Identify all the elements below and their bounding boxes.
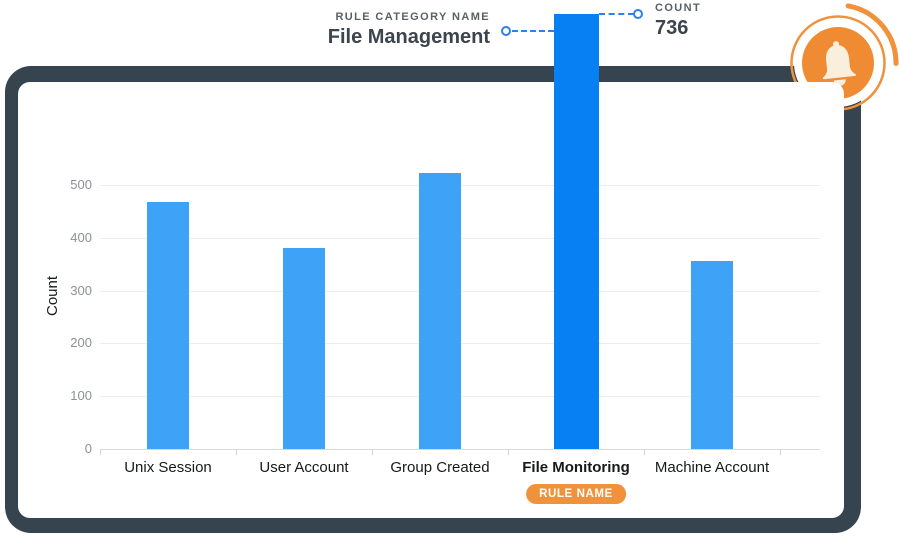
swoosh-arc: [845, 3, 899, 66]
x-label-file-monitoring: File Monitoring: [522, 459, 630, 476]
count-callout-value: 736: [655, 17, 689, 39]
y-tick-label-100: 100: [70, 388, 92, 404]
count-callout-label: COUNT: [655, 2, 702, 14]
x-axis-tick: [236, 450, 237, 455]
x-label-machine-account: Machine Account: [654, 459, 770, 476]
callout-connector-right: [598, 13, 634, 15]
callout-connector-left: [512, 30, 554, 32]
callout-dot-right: [633, 9, 643, 19]
x-label-group-created: Group Created: [390, 459, 490, 476]
category-callout-label: RULE CATEGORY NAME: [335, 11, 490, 23]
bar-group-created: [419, 173, 461, 449]
x-axis-tick: [508, 450, 509, 455]
bell-glyph: [822, 41, 857, 86]
y-tick-label-200: 200: [70, 335, 92, 351]
x-label-unix-session: Unix Session: [124, 459, 212, 476]
x-label-user-account: User Account: [259, 459, 349, 476]
x-axis-tick: [644, 450, 645, 455]
x-axis-tick: [372, 450, 373, 455]
x-axis-line: [100, 449, 820, 450]
bar-file-monitoring: [553, 14, 599, 449]
bar-unix-session: [147, 201, 189, 449]
x-axis-tick: [100, 450, 101, 455]
count-callout: COUNT 736: [655, 2, 701, 40]
x-axis-tick: [780, 450, 781, 455]
bar-user-account: [283, 248, 325, 449]
bar-machine-account: [691, 261, 733, 449]
callout-dot-left: [501, 26, 511, 36]
y-tick-label-400: 400: [70, 229, 92, 245]
category-callout: RULE CATEGORY NAME File Management: [328, 11, 490, 49]
category-callout-value: File Management: [327, 26, 490, 48]
rule-name-badge: RULE NAME: [526, 484, 626, 504]
y-tick-label-300: 300: [70, 282, 92, 298]
y-tick-label-0: 0: [84, 441, 92, 456]
y-tick-label-500: 500: [70, 177, 92, 192]
